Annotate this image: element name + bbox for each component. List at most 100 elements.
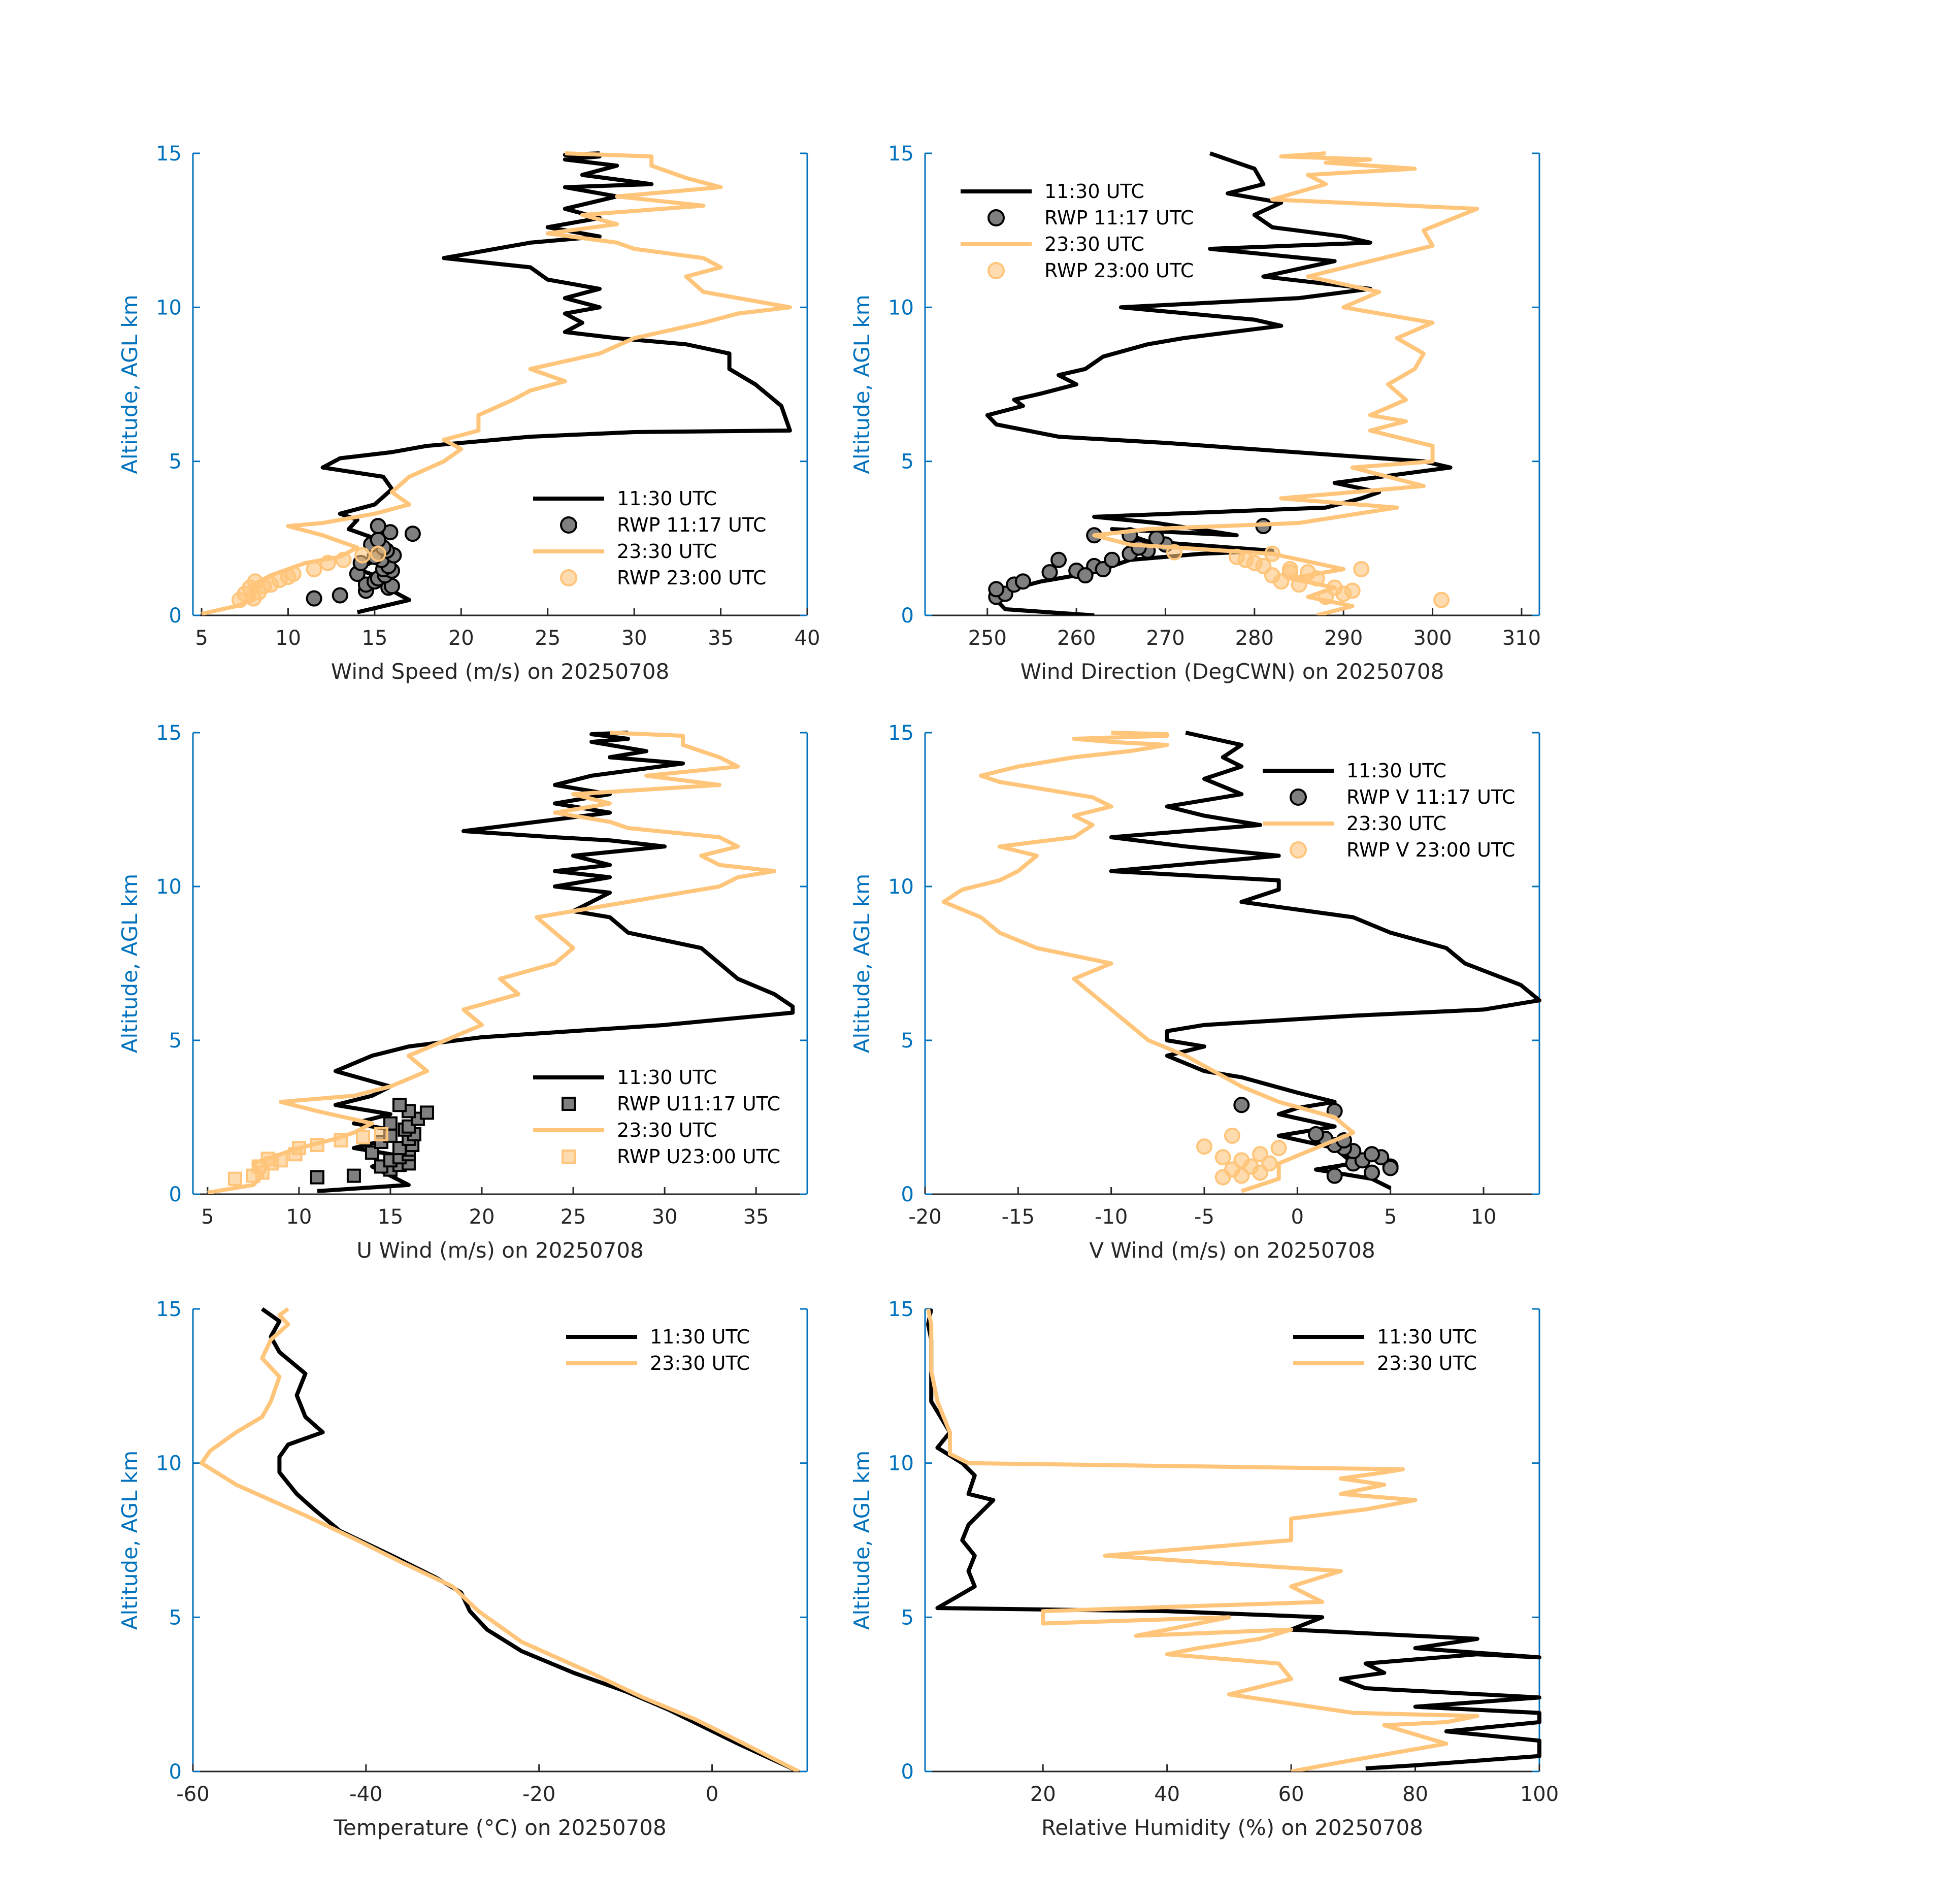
data-point: [1228, 548, 1245, 565]
data-point: [370, 545, 386, 562]
legend-label: 11:30 UTC: [1044, 180, 1144, 203]
data-point: [1264, 545, 1280, 562]
data-point: [1326, 579, 1343, 596]
plot-area: [201, 151, 792, 615]
x-tick-label: 10: [286, 1205, 312, 1229]
legend: 11:30 UTC 23:30 UTC: [1293, 1326, 1477, 1374]
y-tick-label: 10: [888, 875, 914, 899]
data-point: [1382, 1160, 1399, 1176]
data-point: [310, 1138, 324, 1153]
plot-area: [207, 731, 795, 1194]
y-tick-label: 10: [888, 1452, 914, 1475]
data-point: [1214, 1149, 1231, 1166]
data-point: [1196, 1138, 1212, 1155]
x-tick-label: 15: [361, 627, 387, 650]
data-point: [273, 1153, 288, 1168]
x-tick-label: 5: [201, 1205, 214, 1229]
data-point: [392, 1098, 407, 1112]
data-point: [1050, 551, 1067, 568]
data-point: [1166, 544, 1183, 561]
data-point: [332, 587, 348, 604]
data-point: [1224, 1127, 1240, 1144]
series-line-black: [1109, 731, 1541, 1190]
x-axis-label: Wind Direction (DegCWN) on 20250708: [1021, 659, 1444, 684]
data-point: [374, 1127, 388, 1141]
y-tick-label: 10: [888, 296, 914, 319]
data-point: [1291, 576, 1307, 593]
series-line-orange: [207, 731, 777, 1194]
y-axis-label: Altitude, AGL km: [117, 1451, 142, 1630]
data-point: [355, 1130, 370, 1144]
legend-label: RWP 11:17 UTC: [617, 514, 766, 536]
panel-temperature: -60 -40 -20 0 0 5 10 15 Temperature (°C) on 2025…: [117, 1298, 808, 1840]
y-tick-label: 15: [156, 721, 182, 745]
x-axis-label: U Wind (m/s) on 20250708: [356, 1238, 644, 1263]
series-line-orange: [941, 731, 1356, 1193]
x-tick-label: 290: [1324, 627, 1363, 650]
x-tick-label: 300: [1413, 627, 1452, 650]
data-point: [247, 573, 264, 590]
y-tick-label: 5: [169, 450, 182, 474]
x-tick-label: 35: [708, 627, 734, 650]
x-axis-label: V Wind (m/s) on 20250708: [1089, 1238, 1375, 1263]
x-tick-label: -5: [1194, 1205, 1214, 1229]
x-axis-label: Wind Speed (m/s) on 20250708: [331, 659, 669, 684]
x-tick-label: -40: [349, 1783, 382, 1806]
series-line-black: [260, 1307, 800, 1771]
legend: 11:30 UTC RWP V 11:17 UTC 23:30 UTC RWP V 2…: [1263, 760, 1515, 861]
legend-label: RWP V 11:17 UTC: [1346, 786, 1515, 808]
x-tick-label: 10: [1471, 1205, 1497, 1229]
y-tick-label: 5: [169, 1029, 182, 1053]
data-point: [1364, 1146, 1380, 1163]
legend-label: 23:30 UTC: [617, 540, 717, 563]
legend-label: RWP 23:00 UTC: [617, 567, 766, 589]
plot-area: [926, 1308, 1541, 1771]
series-line-black: [985, 151, 1453, 615]
x-tick-label: 100: [1520, 1783, 1559, 1806]
x-axis-label: Relative Humidity (%) on 20250708: [1041, 1815, 1423, 1840]
legend-label: 11:30 UTC: [1346, 760, 1446, 782]
y-tick-label: 15: [888, 721, 914, 745]
y-axis-label: Altitude, AGL km: [849, 1451, 874, 1630]
legend-marker-swatch: [1290, 841, 1307, 859]
series-line-black: [926, 1308, 1541, 1770]
y-tick-label: 0: [901, 1183, 914, 1206]
y-tick-label: 5: [169, 1606, 182, 1629]
legend-marker-swatch: [560, 569, 577, 586]
series-line-orange: [1092, 151, 1479, 615]
data-point: [1252, 1146, 1268, 1163]
x-tick-label: 250: [968, 627, 1007, 650]
legend-label: 23:30 UTC: [650, 1352, 750, 1374]
legend-marker-swatch: [562, 1097, 576, 1111]
y-tick-label: 5: [901, 1606, 914, 1629]
legend-label: 11:30 UTC: [1377, 1326, 1477, 1348]
legend-label: RWP 23:00 UTC: [1044, 259, 1194, 282]
legend-label: RWP U23:00 UTC: [617, 1145, 780, 1168]
y-axis-label: Altitude, AGL km: [117, 294, 142, 474]
legend: 11:30 UTC RWP 11:17 UTC 23:30 UTC RWP 23:00…: [961, 180, 1194, 282]
panel-v-wind: -20 -15 -10 -5 0 5 10 0 5 10 15 V Wind (m/s) on 202…: [849, 721, 1541, 1263]
x-tick-label: 20: [469, 1205, 495, 1229]
x-tick-label: 60: [1278, 1783, 1304, 1806]
data-point: [1041, 564, 1058, 581]
data-point: [285, 566, 302, 582]
legend-label: 11:30 UTC: [650, 1326, 750, 1348]
x-tick-label: 310: [1502, 627, 1541, 650]
y-axis-label: Altitude, AGL km: [849, 294, 874, 474]
legend-label: 11:30 UTC: [617, 1066, 717, 1089]
y-tick-label: 5: [901, 450, 914, 474]
x-tick-label: 30: [621, 627, 647, 650]
data-point: [1233, 1152, 1250, 1169]
data-point: [1300, 564, 1316, 581]
data-point: [260, 1152, 275, 1166]
data-point: [988, 581, 1005, 598]
panel-relative-humidity: 20 40 60 80 100 0 5 10 15 Relative Humidity (%) o…: [849, 1298, 1559, 1840]
plot-area: [941, 731, 1541, 1193]
data-point: [1364, 1164, 1380, 1181]
series-line-orange: [201, 151, 792, 615]
legend-marker-swatch: [988, 209, 1005, 226]
legend: 11:30 UTC 23:30 UTC: [566, 1326, 750, 1374]
